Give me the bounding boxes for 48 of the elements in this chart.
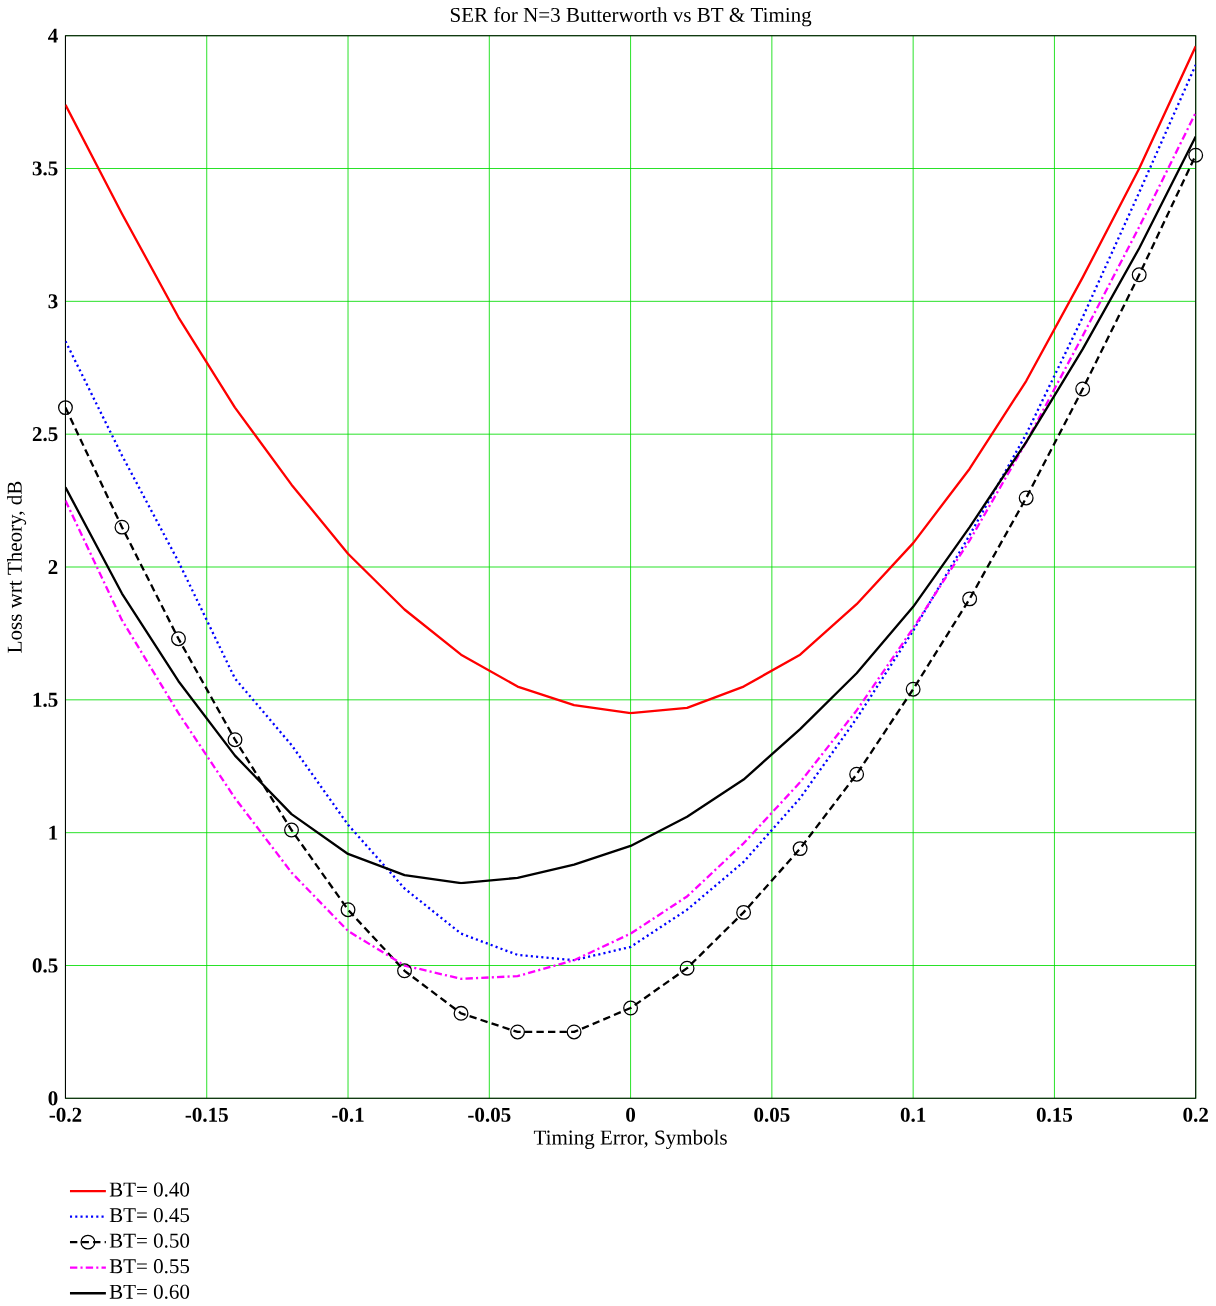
point [453, 1005, 469, 1021]
x-tick-label: -0.05 [468, 1107, 511, 1122]
point [58, 400, 73, 416]
y-tick-label: 4 [48, 28, 58, 43]
point [397, 963, 413, 979]
x-tick-label: 0.2 [1183, 1107, 1209, 1122]
y-axis-title: Loss wrt Theory, dB [7, 481, 27, 653]
y-tick-label: 1 [49, 825, 58, 840]
x-tick-label: 0.05 [754, 1107, 790, 1122]
x-tick-label: 0.1 [900, 1107, 926, 1122]
point [849, 766, 865, 782]
point [679, 960, 695, 976]
point [171, 631, 187, 647]
point [905, 681, 921, 697]
y-tick-label: 3.5 [32, 161, 58, 176]
x-axis-title: Timing Error, Symbols [534, 1129, 727, 1149]
line-series [65, 45, 1196, 715]
x-tick-label: -0.1 [332, 1107, 364, 1122]
x-tick-label: 0 [626, 1107, 636, 1122]
point [623, 1000, 639, 1016]
point [566, 1024, 582, 1040]
point [1075, 381, 1091, 397]
point [1018, 490, 1034, 506]
point [114, 519, 130, 535]
x-tick-label: 0.15 [1036, 1107, 1073, 1122]
point [736, 904, 752, 920]
legend-label: BT= 0.50 [109, 1233, 190, 1248]
chart-title: SER for N=3 Butterworth vs BT & Timing [450, 7, 812, 27]
point [340, 902, 356, 918]
legend-label: BT= 0.55 [109, 1259, 190, 1274]
legend-label: BT= 0.40 [109, 1182, 190, 1197]
y-tick-label: 0.5 [32, 958, 58, 973]
point [227, 732, 243, 748]
legend-label: BT= 0.60 [109, 1284, 190, 1299]
x-tick-label: -0.15 [185, 1107, 228, 1122]
point [510, 1024, 526, 1040]
y-tick-label: 2.5 [32, 427, 58, 442]
point [284, 822, 300, 838]
point [1131, 267, 1147, 283]
y-tick-label: 2 [48, 560, 58, 574]
y-tick-label: 3 [48, 294, 58, 309]
y-tick-label: 1.5 [33, 692, 58, 707]
legend-label: BT= 0.45 [109, 1208, 190, 1223]
y-tick-label: 0 [48, 1091, 58, 1106]
point [792, 841, 808, 857]
x-tick-label: -0.2 [49, 1107, 82, 1122]
point [962, 591, 978, 607]
point [1188, 147, 1204, 163]
